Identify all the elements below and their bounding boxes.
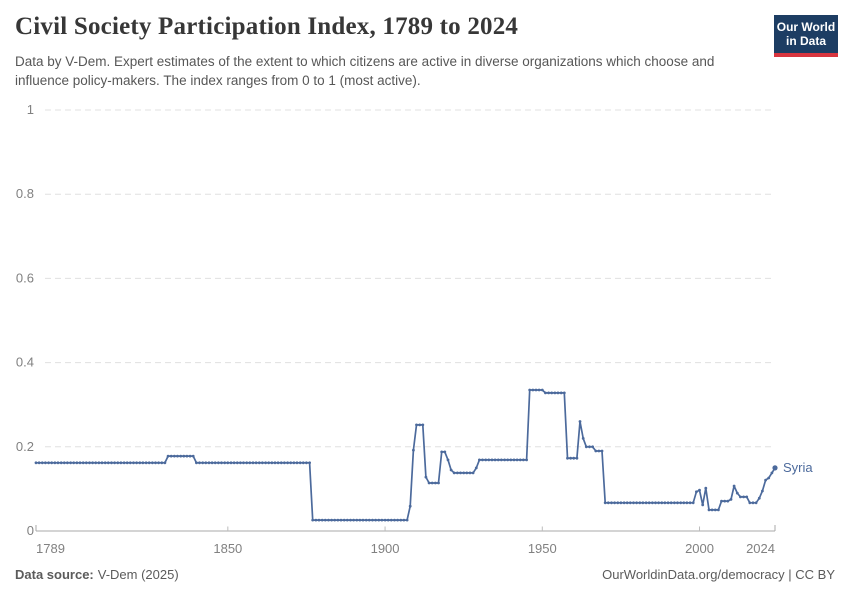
x-tick-label: 1789 xyxy=(36,541,65,556)
y-tick-label: 0.6 xyxy=(16,270,34,285)
owid-logo-line2: in Data xyxy=(785,34,826,49)
y-tick-label: 1 xyxy=(27,102,34,117)
x-tick-label: 2000 xyxy=(685,541,714,556)
footer-citation-link[interactable]: OurWorldinData.org/democracy | CC BY xyxy=(602,567,835,582)
data-source-label: Data source: xyxy=(15,567,94,582)
y-gridlines: 0 0.2 0.4 0.6 0.8 1 xyxy=(16,102,775,538)
chart-footer: Data source: V-Dem (2025) OurWorldinData.… xyxy=(15,567,835,582)
y-tick-label: 0.8 xyxy=(16,186,34,201)
chart-title: Civil Society Participation Index, 1789 … xyxy=(15,13,519,40)
series-line-syria[interactable]: Syria xyxy=(34,388,814,522)
x-tick-label: 1850 xyxy=(213,541,242,556)
owid-logo: Our World in Data xyxy=(774,15,838,57)
y-tick-label: 0.4 xyxy=(16,355,34,370)
series-end-dot xyxy=(772,465,778,471)
y-tick-label: 0 xyxy=(27,523,34,538)
owid-logo-line1: Our World xyxy=(776,20,836,34)
x-tick-label: 1900 xyxy=(371,541,400,556)
data-source-value: V-Dem (2025) xyxy=(97,567,179,582)
series-end-label[interactable]: Syria xyxy=(783,460,813,475)
x-axis: 1789 1850 1900 1950 2000 2024 xyxy=(35,525,776,556)
data-source: Data source: V-Dem (2025) xyxy=(15,567,179,582)
x-tick-label: 1950 xyxy=(528,541,557,556)
y-tick-label: 0.2 xyxy=(16,439,34,454)
x-tick-label: 2024 xyxy=(746,541,775,556)
chart-subtitle: Data by V-Dem. Expert estimates of the e… xyxy=(15,54,715,89)
